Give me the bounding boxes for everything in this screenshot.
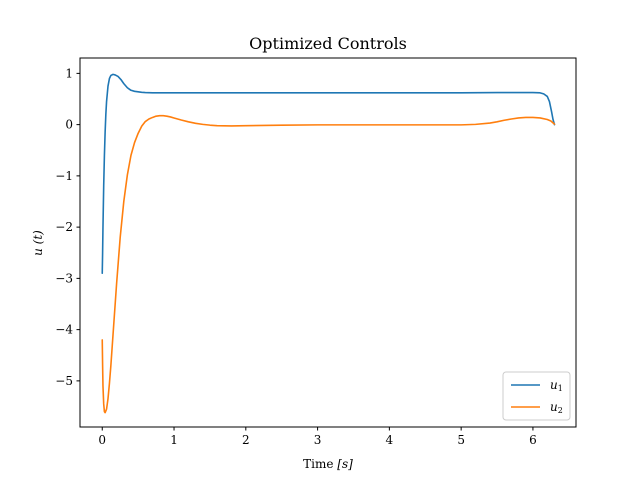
y-tick-label: 0 bbox=[65, 118, 73, 132]
legend-label-base: u bbox=[550, 400, 558, 414]
x-tick-label: 3 bbox=[314, 433, 322, 447]
x-axis-label-unit: [s] bbox=[337, 457, 353, 471]
x-tick-label: 1 bbox=[170, 433, 178, 447]
x-tick-label: 2 bbox=[242, 433, 250, 447]
y-axis-label: u (t) bbox=[31, 230, 45, 256]
y-tick-label: −4 bbox=[55, 323, 73, 337]
legend-label-sub: 2 bbox=[558, 406, 563, 415]
series-line-u2 bbox=[101, 114, 556, 414]
x-tick-label: 4 bbox=[386, 433, 394, 447]
x-tick-label: 5 bbox=[457, 433, 465, 447]
x-tick-label: 0 bbox=[98, 433, 106, 447]
x-axis-label-text: Time bbox=[303, 457, 337, 471]
plot-area: 0 1 2 3 4 5 6 1 0 −1 −2 −3 −4 −5 bbox=[55, 57, 577, 447]
y-tick-label: −1 bbox=[55, 169, 73, 183]
legend-label-u1: u1 bbox=[550, 378, 563, 393]
plot-frame bbox=[79, 57, 577, 428]
legend-label-u2: u2 bbox=[550, 400, 563, 415]
legend-label-base: u bbox=[550, 378, 558, 392]
legend-label-sub: 1 bbox=[558, 384, 563, 393]
y-tick-label: −2 bbox=[55, 220, 73, 234]
x-axis-label: Time [s] bbox=[303, 457, 353, 471]
series-line-u1 bbox=[101, 73, 556, 275]
y-tick-label: 1 bbox=[65, 66, 73, 80]
x-tick-label: 6 bbox=[529, 433, 537, 447]
y-tick-label: −3 bbox=[55, 271, 73, 285]
legend-box bbox=[502, 371, 571, 421]
chart-title: Optimized Controls bbox=[249, 34, 407, 53]
y-tick-label: −5 bbox=[55, 374, 73, 388]
